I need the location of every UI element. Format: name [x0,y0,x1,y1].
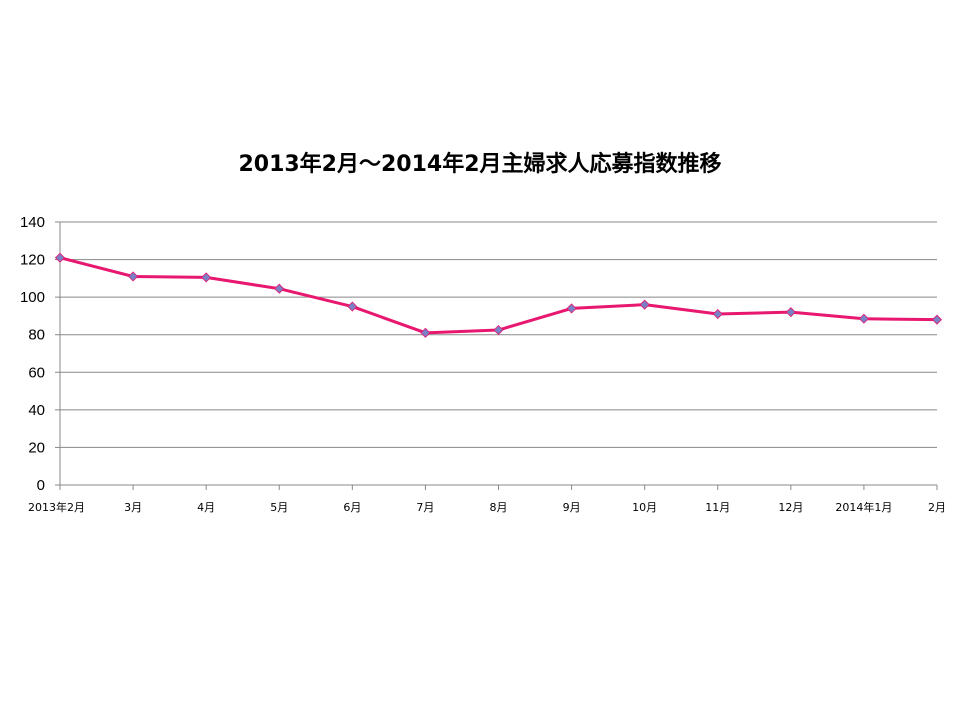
data-point [347,301,358,312]
gridlines [55,221,938,490]
data-point [201,272,212,283]
data-point [54,252,66,263]
y-tick-label: 80 [28,327,45,344]
x-tick-label: 8月 [490,501,508,514]
x-tick-label: 2月 [928,501,946,514]
y-tick-label: 0 [37,477,45,494]
y-tick-label: 100 [20,289,45,306]
y-tick-label: 60 [28,364,45,381]
series [54,252,943,338]
data-point [274,283,285,294]
data-point [712,308,723,320]
data-point [420,327,431,338]
x-axis-ticks: 2013年2月 3月 4月 5月 6月 7月 8月 9月 10月 11月 12月 2014年1月 2月 [28,500,946,514]
x-tick-label: 3月 [124,501,142,514]
data-point [639,299,650,310]
x-tick-label: 10月 [632,501,657,514]
data-point [493,324,504,336]
y-tick-label: 140 [20,214,45,231]
x-tick-label: 7月 [416,501,434,514]
x-tick-label: 9月 [563,501,581,514]
y-axis-ticks: 0 20 40 60 80 100 120 140 [20,214,45,494]
x-tick-label: 4月 [197,501,215,514]
x-tick-label: 2014年1月 [835,500,892,514]
data-point [566,303,577,314]
x-tick-label: 12月 [778,501,803,514]
y-tick-label: 120 [20,252,45,269]
x-tick-label: 2013年2月 [28,500,85,514]
data-point [128,271,139,282]
y-tick-label: 20 [28,439,45,456]
x-tick-label: 6月 [343,501,361,514]
data-point [785,307,796,318]
y-tick-label: 40 [28,402,45,419]
series-line [59,256,938,335]
x-tick-label: 11月 [705,501,730,514]
data-point [931,314,943,325]
x-tick-label: 5月 [270,501,288,514]
data-point [858,313,869,324]
chart-title: 2013年2月～2014年2月主婦求人応募指数推移 [238,152,722,177]
